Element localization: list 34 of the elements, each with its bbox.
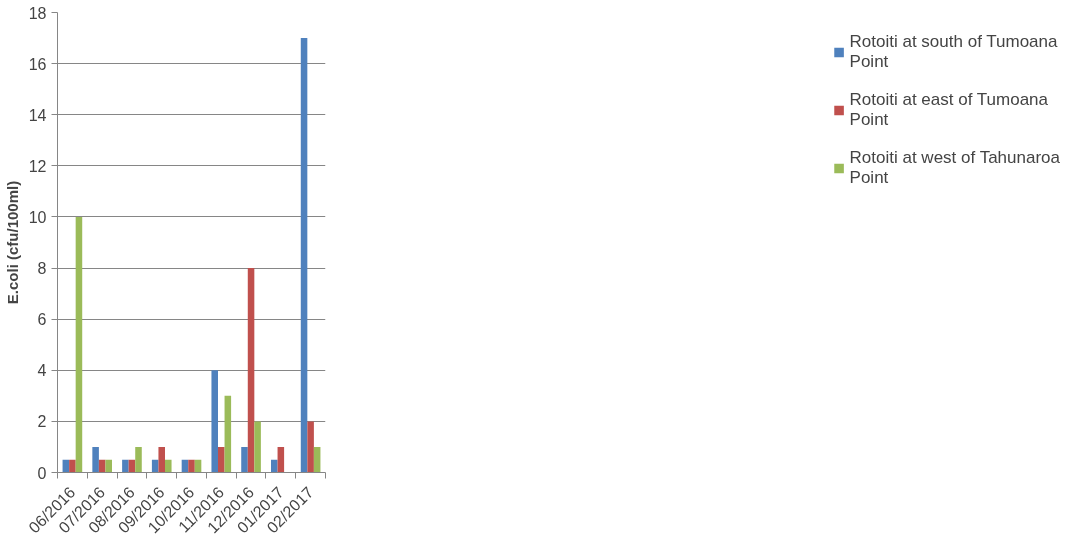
bar: [313, 446, 321, 473]
bar: [105, 459, 112, 473]
bar: [165, 459, 172, 473]
bar: [271, 459, 278, 473]
legend-label: Rotoiti at east of Tumoana Point: [849, 90, 1049, 130]
y-tick-label: 4: [37, 362, 47, 380]
bar: [247, 268, 255, 473]
y-tick-label: 6: [37, 311, 47, 329]
bar: [218, 446, 225, 473]
bar: [122, 459, 129, 473]
y-tick-label: 14: [28, 106, 47, 124]
y-tick-label: 18: [28, 4, 47, 22]
bar: [92, 446, 99, 473]
bar: [158, 446, 165, 473]
y-tick-label: 0: [37, 464, 47, 482]
bar: [300, 38, 308, 473]
legend-label: Rotoiti at west of Tahunaroa Point: [849, 148, 1060, 188]
y-tick-label: 16: [28, 55, 47, 73]
bar: [135, 446, 142, 473]
bar: [241, 446, 248, 473]
y-tick-label: 12: [28, 157, 47, 175]
y-tick-label: 2: [37, 413, 47, 431]
bar: [307, 421, 314, 473]
y-tick-label: 8: [37, 260, 47, 278]
bar: [224, 395, 232, 473]
bar: [69, 459, 76, 473]
bar: [75, 216, 83, 473]
y-tick-label: 10: [28, 208, 47, 226]
bar: [211, 370, 218, 473]
legend-label: Rotoiti at south of Tumoana Point: [849, 32, 1058, 72]
y-axis-title: E.coli (cfu/100ml): [3, 180, 21, 305]
bar: [188, 459, 195, 473]
bar: [277, 446, 285, 473]
bar: [254, 421, 261, 473]
